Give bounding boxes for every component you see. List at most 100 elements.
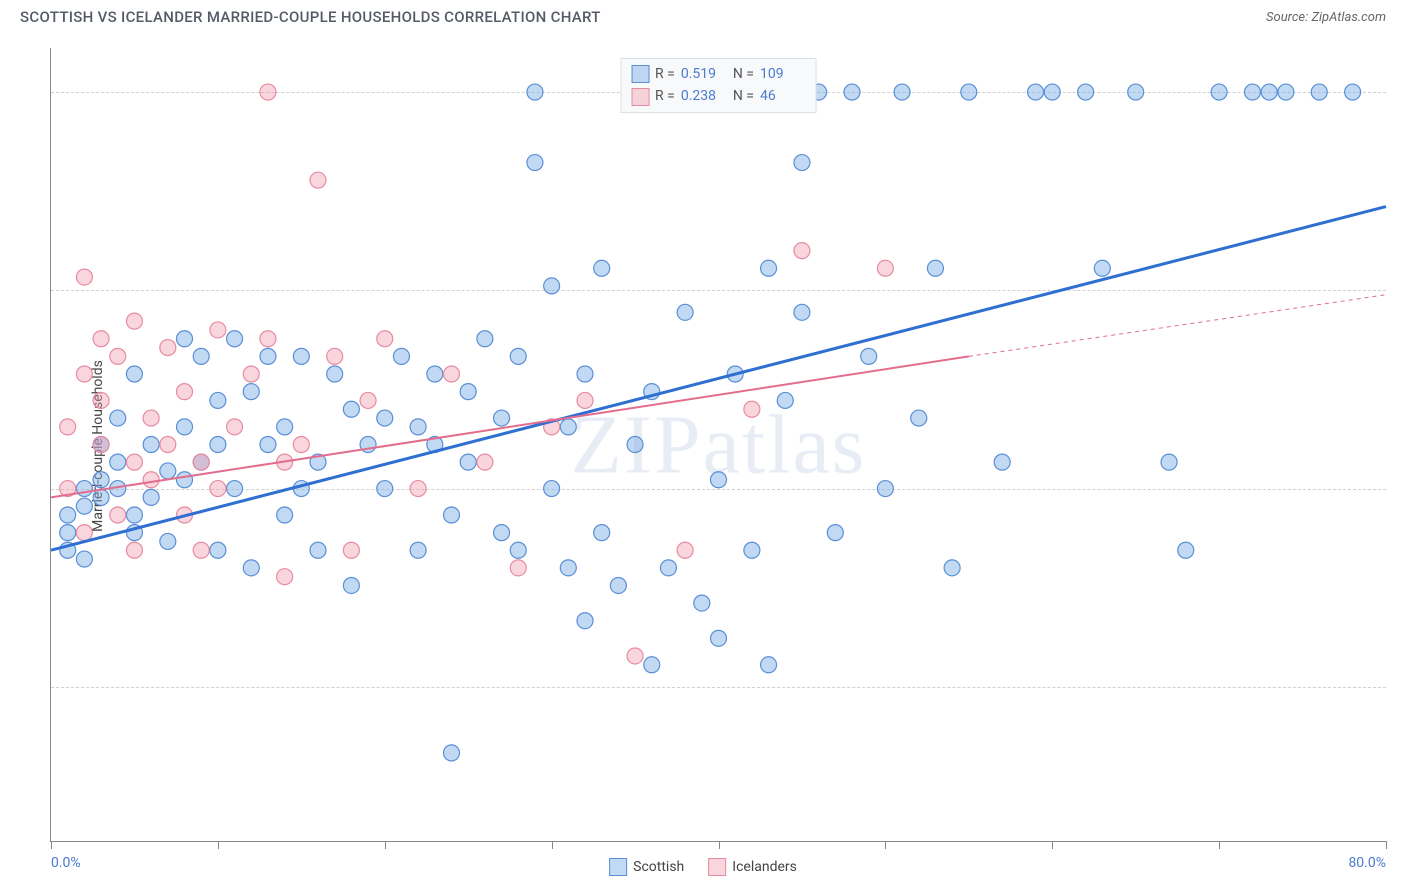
data-point — [343, 542, 359, 558]
data-point — [260, 84, 276, 100]
legend: Scottish Icelanders — [609, 858, 797, 876]
x-tick — [51, 841, 52, 849]
x-tick — [1386, 841, 1387, 849]
data-point — [1211, 84, 1227, 100]
data-point — [994, 454, 1010, 470]
data-point — [377, 481, 393, 497]
data-point — [1078, 84, 1094, 100]
data-point — [277, 569, 293, 585]
data-point — [1345, 84, 1361, 100]
data-point — [193, 542, 209, 558]
data-point — [927, 260, 943, 276]
data-point — [160, 340, 176, 356]
data-point — [310, 542, 326, 558]
data-point — [827, 525, 843, 541]
x-tick — [1052, 841, 1053, 849]
data-point — [777, 392, 793, 408]
data-point — [660, 560, 676, 576]
data-point — [1178, 542, 1194, 558]
data-point — [126, 507, 142, 523]
plot-svg — [51, 48, 1386, 841]
data-point — [76, 481, 92, 497]
data-point — [227, 331, 243, 347]
data-point — [711, 630, 727, 646]
data-point — [343, 401, 359, 417]
data-point — [126, 454, 142, 470]
data-point — [677, 542, 693, 558]
legend-swatch-icelanders — [708, 858, 726, 876]
data-point — [1028, 84, 1044, 100]
data-point — [444, 745, 460, 761]
data-point — [143, 489, 159, 505]
data-point — [761, 260, 777, 276]
data-point — [527, 155, 543, 171]
data-point — [160, 437, 176, 453]
data-point — [911, 410, 927, 426]
data-point — [193, 348, 209, 364]
data-point — [93, 392, 109, 408]
data-point — [1261, 84, 1277, 100]
data-point — [76, 551, 92, 567]
x-tick — [885, 841, 886, 849]
data-point — [177, 472, 193, 488]
data-point — [293, 348, 309, 364]
data-point — [894, 84, 910, 100]
data-point — [877, 260, 893, 276]
data-point — [93, 437, 109, 453]
data-point — [227, 481, 243, 497]
data-point — [93, 331, 109, 347]
data-point — [277, 419, 293, 435]
data-point — [527, 84, 543, 100]
chart-title: SCOTTISH VS ICELANDER MARRIED-COUPLE HOU… — [20, 8, 601, 26]
data-point — [460, 454, 476, 470]
data-point — [177, 331, 193, 347]
data-point — [193, 454, 209, 470]
data-point — [243, 384, 259, 400]
data-point — [377, 410, 393, 426]
data-point — [861, 348, 877, 364]
data-point — [677, 304, 693, 320]
data-point — [744, 401, 760, 417]
data-point — [76, 498, 92, 514]
data-point — [360, 392, 376, 408]
legend-swatch-scottish — [609, 858, 627, 876]
data-point — [76, 525, 92, 541]
data-point — [210, 542, 226, 558]
x-axis-min-label: 0.0% — [51, 855, 81, 871]
data-point — [460, 384, 476, 400]
data-point — [76, 366, 92, 382]
data-point — [210, 322, 226, 338]
data-point — [427, 366, 443, 382]
data-point — [1278, 84, 1294, 100]
data-point — [410, 542, 426, 558]
data-point — [494, 410, 510, 426]
data-point — [1311, 84, 1327, 100]
data-point — [444, 366, 460, 382]
data-point — [243, 560, 259, 576]
legend-item-scottish: Scottish — [609, 858, 684, 876]
data-point — [126, 366, 142, 382]
data-point — [393, 348, 409, 364]
data-point — [610, 577, 626, 593]
data-point — [143, 472, 159, 488]
x-tick — [552, 841, 553, 849]
data-point — [160, 533, 176, 549]
x-tick — [719, 841, 720, 849]
data-point — [627, 648, 643, 664]
data-point — [1044, 84, 1060, 100]
data-point — [260, 348, 276, 364]
data-point — [544, 481, 560, 497]
data-point — [510, 560, 526, 576]
data-point — [594, 525, 610, 541]
data-point — [577, 613, 593, 629]
data-point — [260, 331, 276, 347]
data-point — [477, 331, 493, 347]
data-point — [210, 437, 226, 453]
data-point — [444, 507, 460, 523]
data-point — [510, 542, 526, 558]
data-point — [961, 84, 977, 100]
data-point — [560, 560, 576, 576]
data-point — [110, 410, 126, 426]
data-point — [60, 507, 76, 523]
data-point — [227, 419, 243, 435]
